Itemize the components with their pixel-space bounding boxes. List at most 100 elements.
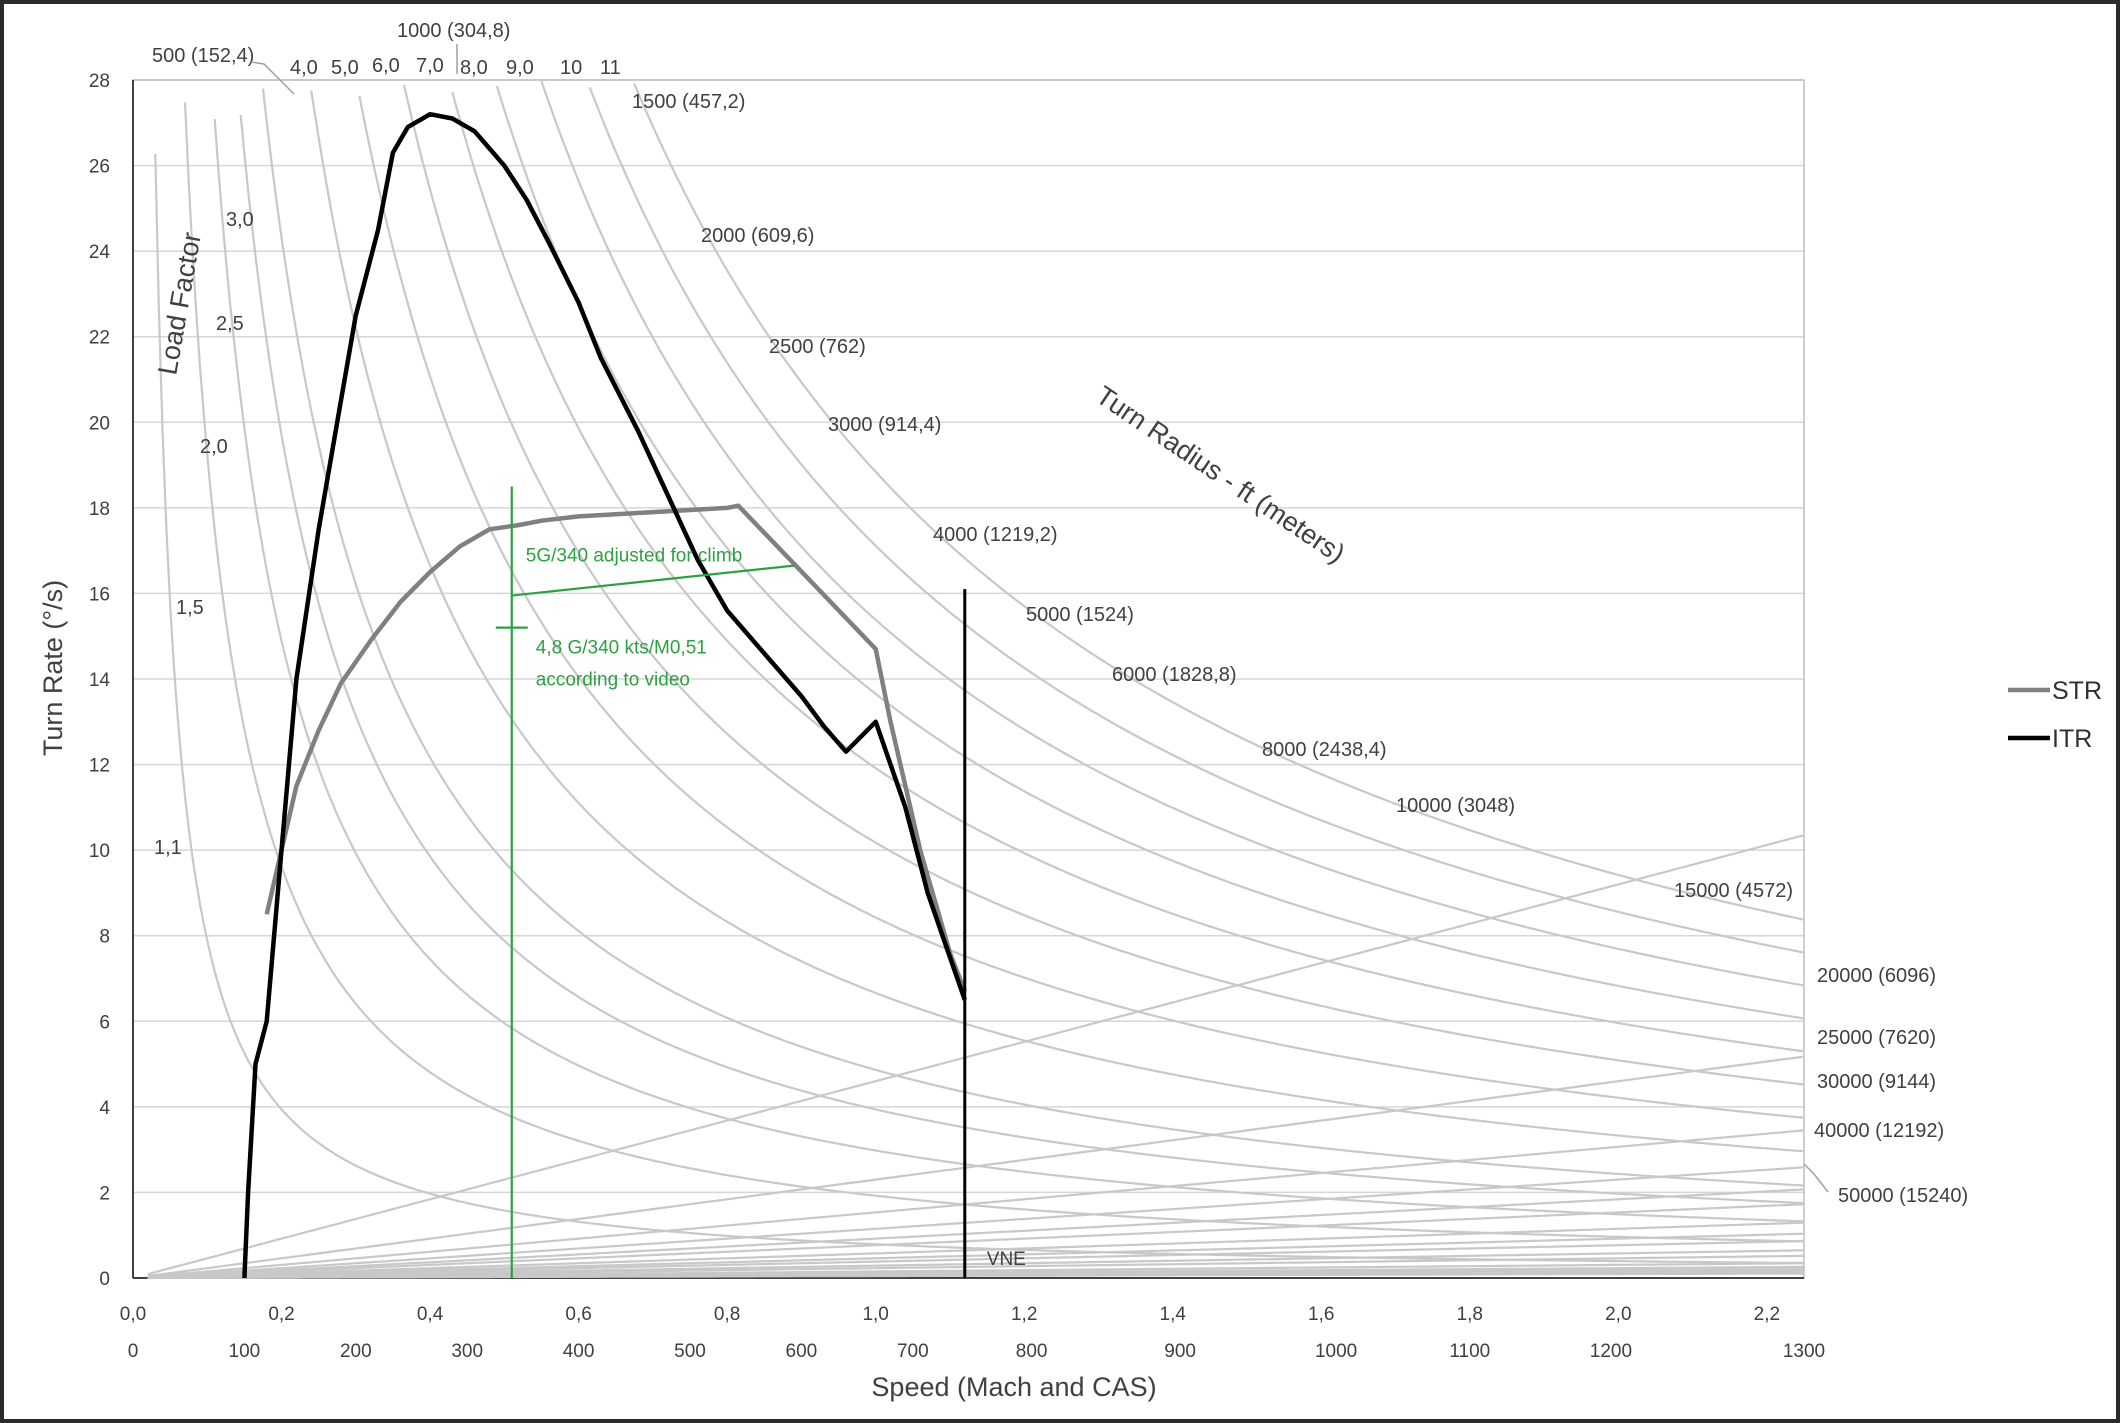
load-factor-curve	[540, 80, 1805, 987]
series-lines	[242, 111, 967, 1279]
turn-radius-label: 50000 (15240)	[1838, 1185, 1968, 1207]
annotation-video-line-1: 4,8 G/340 kts/M0,51	[536, 637, 707, 658]
turn-radius-curve	[147, 834, 1805, 1276]
x-tick-label-cas: 400	[563, 1341, 595, 1362]
vne-label: VNE	[987, 1249, 1026, 1270]
y-tick-label: 14	[89, 670, 111, 691]
load-factor-curve	[213, 119, 1805, 1223]
green-segment	[511, 564, 795, 597]
y-tick-label: 24	[89, 242, 111, 263]
x-tick-label-cas: 1300	[1783, 1341, 1825, 1362]
x-tick-label-cas: 700	[897, 1341, 929, 1362]
y-axis-title: Turn Rate (°/s)	[38, 580, 68, 756]
turn-radius-curves	[147, 834, 1805, 1280]
turn-radius-curve	[147, 1232, 1805, 1279]
turn-radius-label: 1000 (304,8)	[397, 20, 510, 42]
load-factor-curves	[154, 80, 1805, 1265]
x-tick-label-cas: 300	[451, 1341, 483, 1362]
leader-line-50000	[1803, 1163, 1829, 1193]
y-tick-label: 2	[99, 1183, 110, 1204]
turn-radius-label: 25000 (7620)	[1817, 1027, 1936, 1049]
load-factor-curve	[588, 86, 1805, 954]
load-factor-curve	[239, 114, 1805, 1205]
turn-performance-chart: VNE 5G/340 adjusted for climb 4,8 G/340 kt…	[38, 20, 2102, 1402]
turn-radius-label: 3000 (914,4)	[828, 414, 941, 436]
y-tick-label: 12	[89, 756, 110, 777]
load-factor-label: 9,0	[506, 57, 534, 79]
y-tick-label: 10	[89, 841, 110, 862]
load-factor-label: 5,0	[331, 57, 359, 79]
x-tick-label-mach: 0,8	[714, 1304, 740, 1325]
x-tick-label-mach: 1,2	[1011, 1304, 1037, 1325]
turn-radius-curve	[147, 1203, 1805, 1279]
legend-label-str: STR	[2052, 677, 2102, 705]
overlays: VNE 5G/340 adjusted for climb 4,8 G/340 kt…	[495, 486, 1026, 1278]
grid	[132, 79, 1805, 1279]
turn-radius-label: 2000 (609,6)	[701, 225, 814, 247]
load-factor-label: 8,0	[460, 57, 488, 79]
x-tick-label-cas: 800	[1016, 1341, 1048, 1362]
turn-radius-curve	[147, 1129, 1805, 1278]
y-tick-label: 8	[99, 927, 110, 948]
load-factor-label: 2,5	[216, 313, 244, 335]
x-tick-label-cas: 600	[786, 1341, 818, 1362]
turn-radius-curve	[147, 1188, 1805, 1279]
turn-radius-curve	[147, 1240, 1805, 1279]
y-tick-label: 6	[99, 1012, 110, 1033]
annotation-video-line-2: according to video	[536, 669, 690, 690]
series-line-str	[264, 503, 967, 993]
load-factor-curve	[358, 95, 1805, 1119]
turn-radius-label: 6000 (1828,8)	[1112, 664, 1237, 686]
turn-radius-label: 8000 (2438,4)	[1262, 739, 1387, 761]
x-tick-label-cas: 500	[674, 1341, 706, 1362]
y-tick-label: 0	[99, 1269, 110, 1290]
load-factor-label: 1,5	[176, 597, 204, 619]
annotation-climb: 5G/340 adjusted for climb	[526, 545, 743, 566]
load-factor-label: 7,0	[416, 55, 444, 77]
x-tick-label-mach: 2,2	[1754, 1304, 1780, 1325]
load-factor-curve	[310, 90, 1805, 1153]
load-factor-label: 2,0	[200, 436, 228, 458]
y-tick-label: 22	[89, 328, 110, 349]
x-tick-label-mach: 0,6	[565, 1304, 591, 1325]
y-tick-label: 20	[89, 413, 110, 434]
y-tick-label: 26	[89, 157, 110, 178]
x-tick-label-mach: 0,4	[417, 1304, 444, 1325]
load-factor-curve	[495, 85, 1805, 1020]
y-tick-label: 4	[99, 1098, 110, 1119]
turn-radius-label: 15000 (4572)	[1674, 880, 1793, 902]
load-factor-curve	[633, 83, 1805, 921]
x-tick-label-mach: 0,0	[120, 1304, 146, 1325]
load-factor-curve	[261, 88, 1805, 1187]
y-tick-label: 28	[89, 71, 110, 92]
load-factor-label: 6,0	[372, 55, 400, 77]
x-tick-label-cas: 1200	[1590, 1341, 1632, 1362]
load-factor-label: 1,1	[154, 837, 182, 859]
series-line-itr	[242, 111, 967, 1279]
x-tick-label-cas: 200	[340, 1341, 372, 1362]
x-tick-label-mach: 1,6	[1308, 1304, 1334, 1325]
turn-radius-label: 10000 (3048)	[1396, 795, 1515, 817]
turn-radius-curve	[147, 1272, 1804, 1280]
turn-radius-curve	[147, 1221, 1805, 1279]
load-factor-label: 4,0	[290, 57, 318, 79]
x-tick-label-mach: 0,2	[268, 1304, 294, 1325]
load-factor-curve	[451, 92, 1805, 1053]
x-tick-label-mach: 1,8	[1457, 1304, 1483, 1325]
turn-radius-label: 30000 (9144)	[1817, 1071, 1936, 1093]
load-factor-label: 10	[560, 57, 582, 79]
turn-radius-label: 5000 (1524)	[1026, 604, 1134, 626]
y-tick-label: 18	[89, 499, 110, 520]
load-factor-curve	[403, 84, 1805, 1086]
leader-line-500	[250, 61, 295, 95]
turn-radius-label: 500 (152,4)	[152, 45, 254, 67]
load-factor-curve	[183, 102, 1804, 1243]
x-tick-label-cas: 100	[229, 1341, 261, 1362]
turn-radius-title: Turn Radius - ft (meters)	[1091, 380, 1351, 569]
turn-radius-label: 4000 (1219,2)	[933, 524, 1058, 546]
legend-label-itr: ITR	[2052, 725, 2092, 753]
x-tick-label-mach: 2,0	[1605, 1304, 1631, 1325]
curve-labels: 1,1 1,5 2,0 2,5 3,0 4,0 5,0 6,0 7,0 8,0 9,0 10 11 500…	[152, 20, 1968, 1207]
turn-radius-label: 20000 (6096)	[1817, 965, 1936, 987]
